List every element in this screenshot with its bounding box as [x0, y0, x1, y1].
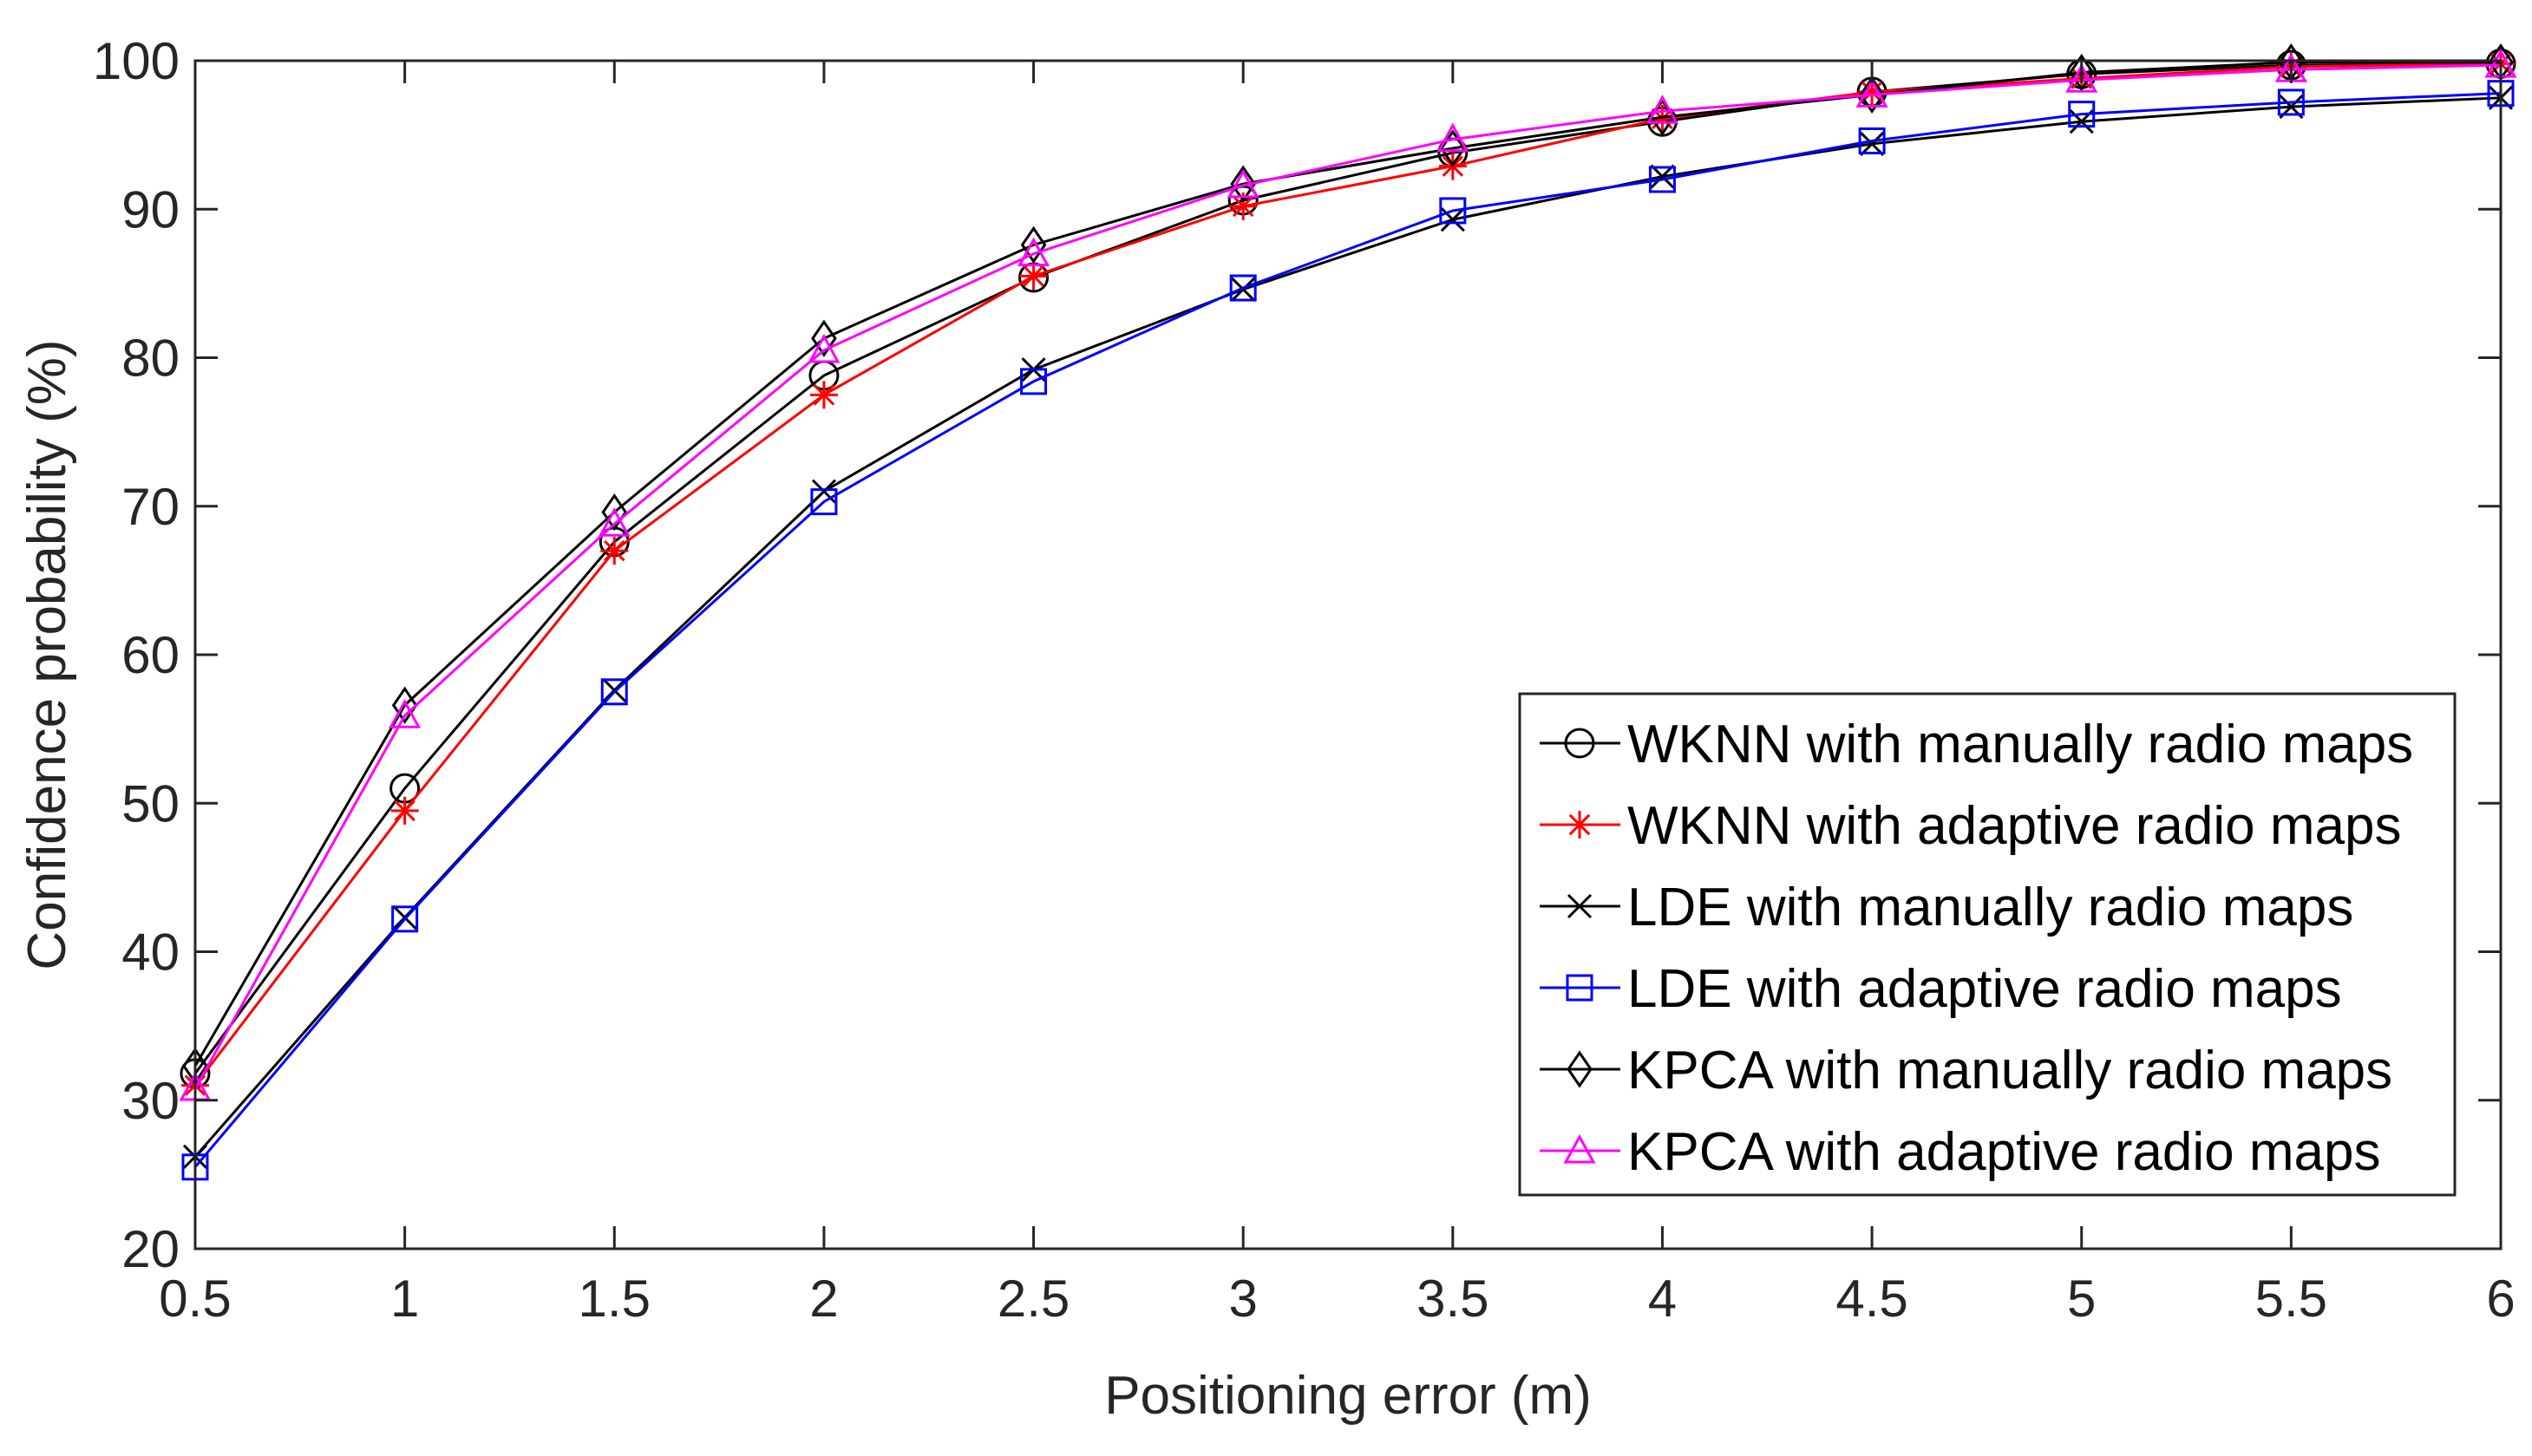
legend-marker — [1566, 811, 1593, 839]
data-point — [1229, 274, 1257, 302]
series-line — [193, 92, 2502, 1168]
data-point — [1858, 77, 1887, 106]
x-tick-label: 5 — [2067, 1270, 2096, 1328]
x-axis-title: Positioning error (m) — [1104, 1366, 1592, 1426]
data-point — [390, 796, 419, 825]
y-axis: 20 30 40 50 60 70 80 90 100 — [93, 32, 2501, 1278]
y-tick-label: 50 — [121, 774, 180, 832]
data-point — [811, 319, 837, 357]
x-tick-label: 6 — [2486, 1270, 2515, 1328]
chart-marks — [179, 43, 2517, 1181]
legend-label: LDE with adaptive radio maps — [1627, 959, 2342, 1019]
x-tick-label: 4.5 — [1835, 1270, 1907, 1328]
legend-entry-3: LDE with manually radio maps — [1540, 878, 2353, 937]
series-line — [193, 61, 2501, 1068]
data-point — [2068, 54, 2095, 92]
data-point — [1440, 129, 1466, 167]
legend-entry-5: KPCA with manually radio maps — [1540, 1041, 2392, 1100]
data-point — [1020, 225, 1047, 264]
data-point — [808, 333, 841, 363]
data-point — [1650, 164, 1675, 189]
legend-label: WKNN with adaptive radio maps — [1627, 796, 2401, 856]
data-point — [1860, 131, 1885, 156]
series-line — [193, 62, 2502, 1087]
data-point — [391, 686, 418, 724]
x-tick-label: 1.5 — [579, 1270, 651, 1328]
data-point — [1855, 78, 1888, 108]
data-point — [1227, 168, 1259, 199]
legend-entry-1: WKNN with manually radio maps — [1540, 715, 2413, 774]
data-point — [810, 488, 838, 516]
data-point — [1648, 104, 1677, 133]
series-line — [193, 63, 2502, 1089]
legend-label: KPCA with manually radio maps — [1627, 1041, 2392, 1100]
data-point — [1648, 166, 1676, 193]
legend-marker — [1567, 1050, 1593, 1088]
y-tick-label: 80 — [121, 330, 180, 388]
data-point — [391, 905, 419, 933]
y-tick-label: 70 — [121, 478, 180, 536]
legend-entry-4: LDE with adaptive radio maps — [1540, 959, 2342, 1019]
legend-marker — [1563, 1133, 1596, 1164]
x-tick-label: 2 — [809, 1270, 838, 1328]
data-point — [1020, 368, 1048, 395]
data-point — [1229, 192, 1258, 220]
data-point — [1436, 122, 1469, 153]
data-point — [2277, 88, 2305, 116]
y-tick-label: 20 — [121, 1220, 180, 1278]
legend-label: WKNN with manually radio maps — [1627, 715, 2413, 774]
legend-box — [1518, 692, 2457, 1197]
legend-marker — [1567, 893, 1593, 919]
legend-label: KPCA with adaptive radio maps — [1627, 1122, 2380, 1182]
legend: WKNN with manually radio maps WKNN with a… — [1518, 692, 2457, 1197]
y-tick-label: 90 — [121, 180, 180, 238]
data-point — [1439, 197, 1467, 225]
x-tick-label: 3.5 — [1416, 1270, 1488, 1328]
legend-entry-2: WKNN with adaptive radio maps — [1540, 796, 2401, 856]
y-tick-label: 30 — [121, 1072, 180, 1130]
x-tick-label: 3 — [1228, 1270, 1257, 1328]
y-tick-label: 100 — [93, 32, 180, 90]
data-point — [1230, 165, 1256, 203]
legend-label: LDE with manually radio maps — [1627, 878, 2353, 937]
legend-marker — [1566, 974, 1593, 1002]
data-point — [1858, 127, 1886, 154]
x-tick-label: 5.5 — [2255, 1270, 2327, 1328]
legend-marker — [1564, 728, 1595, 759]
data-point — [389, 699, 422, 728]
data-point — [1645, 95, 1678, 124]
data-point — [809, 381, 838, 409]
x-axis: 0.5 1 1.5 2 2.5 3 3.5 4 4.5 5 5.5 6 — [159, 61, 2516, 1328]
x-tick-label: 2.5 — [998, 1270, 1070, 1328]
legend-entry-6: KPCA with adaptive radio maps — [1540, 1122, 2380, 1182]
data-point — [2065, 63, 2098, 93]
x-tick-label: 0.5 — [159, 1270, 231, 1328]
y-tick-label: 60 — [121, 626, 180, 684]
data-point — [600, 537, 629, 565]
data-point — [2068, 101, 2096, 128]
data-point — [601, 493, 628, 532]
data-point — [1017, 237, 1050, 267]
data-point — [598, 507, 631, 537]
data-point — [1859, 75, 1885, 114]
data-point — [1019, 262, 1048, 291]
x-tick-label: 1 — [390, 1270, 419, 1328]
series-line — [193, 62, 2502, 1074]
data-point — [1231, 277, 1256, 302]
series-5 — [182, 43, 2514, 1086]
y-axis-title: Confidence probability (%) — [17, 339, 77, 970]
y-tick-label: 40 — [121, 924, 180, 982]
data-point — [600, 678, 628, 706]
x-tick-label: 4 — [1648, 1270, 1677, 1328]
